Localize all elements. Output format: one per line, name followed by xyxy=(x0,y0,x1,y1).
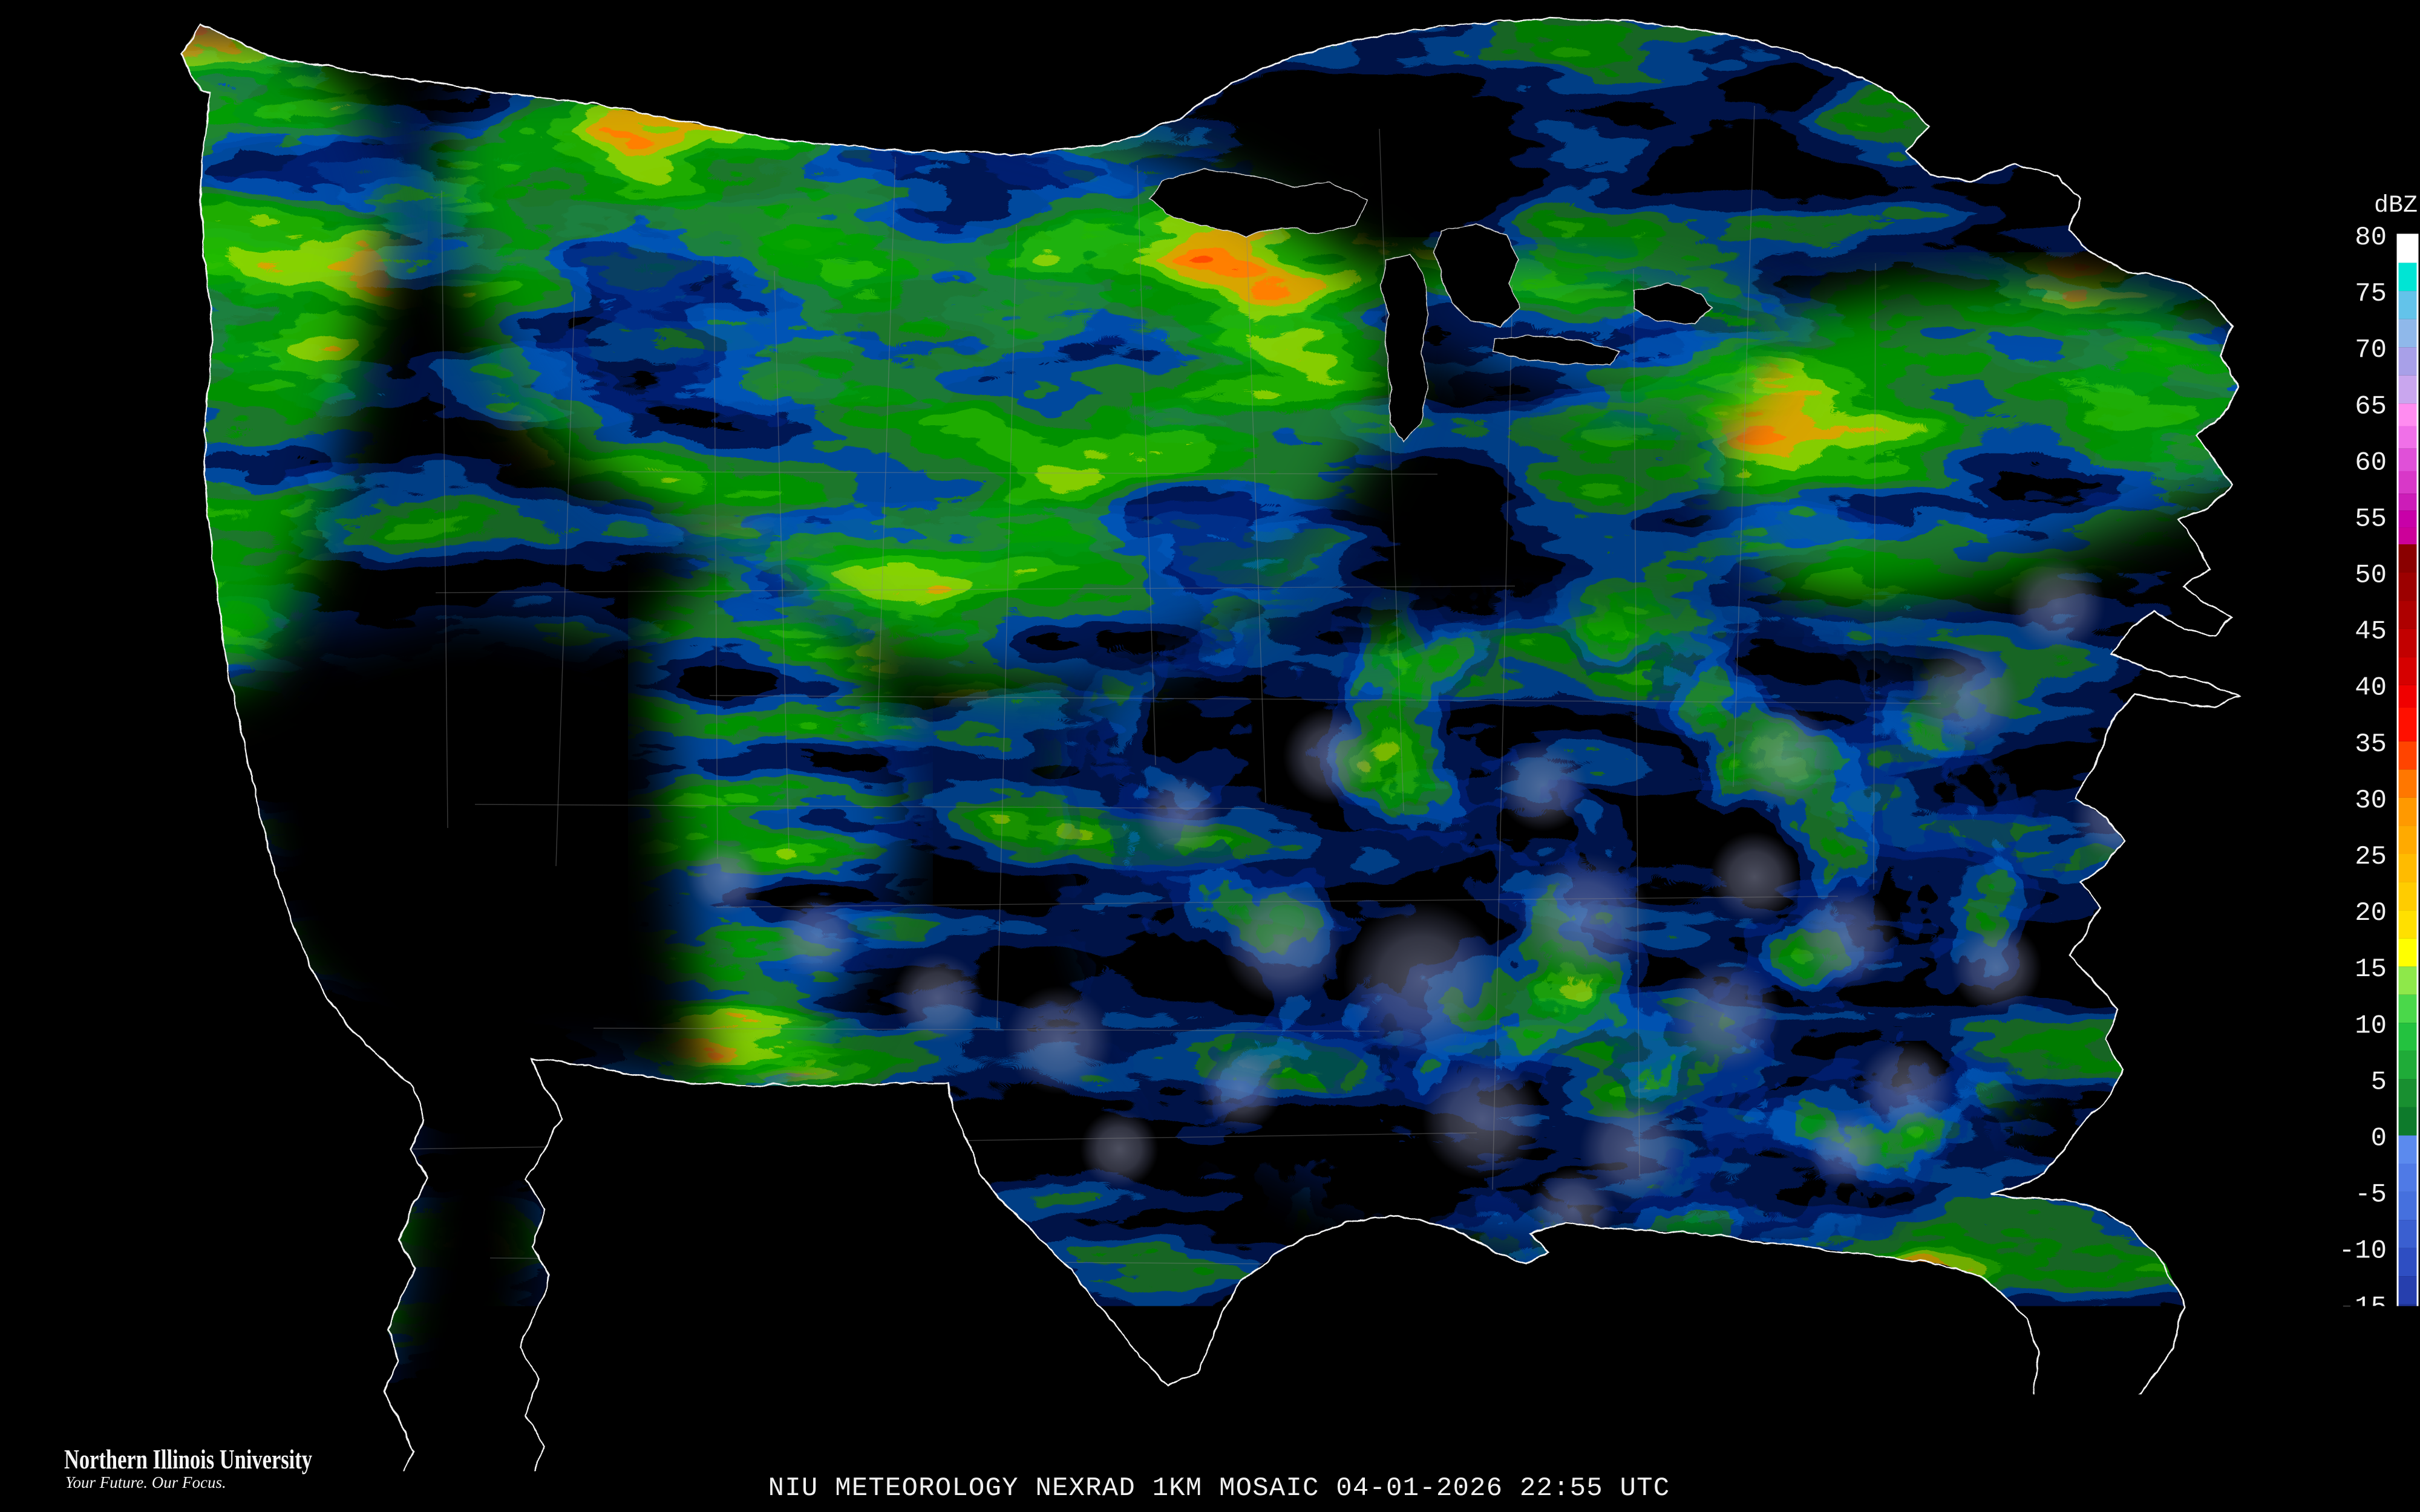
svg-text:20: 20 xyxy=(2355,898,2387,928)
svg-text:-10: -10 xyxy=(2339,1236,2387,1266)
svg-text:50: 50 xyxy=(2355,561,2387,591)
svg-text:-25: -25 xyxy=(2339,1405,2387,1435)
svg-text:10: 10 xyxy=(2355,1011,2387,1041)
svg-text:-20: -20 xyxy=(2339,1349,2387,1379)
svg-text:30: 30 xyxy=(2355,786,2387,816)
svg-text:15: 15 xyxy=(2355,954,2387,985)
svg-text:70: 70 xyxy=(2355,335,2387,365)
svg-text:Northern Illinois University: Northern Illinois University xyxy=(64,1444,312,1475)
svg-text:-30: -30 xyxy=(2339,1461,2387,1491)
svg-text:25: 25 xyxy=(2355,842,2387,872)
svg-text:80: 80 xyxy=(2355,223,2387,253)
svg-text:60: 60 xyxy=(2355,448,2387,478)
svg-text:5: 5 xyxy=(2371,1067,2387,1097)
svg-text:75: 75 xyxy=(2355,279,2387,309)
svg-text:NIU: NIU xyxy=(13,1488,37,1502)
svg-text:55: 55 xyxy=(2355,504,2387,535)
svg-text:65: 65 xyxy=(2355,391,2387,422)
svg-text:40: 40 xyxy=(2355,673,2387,703)
svg-text:Your Future. Our Focus.: Your Future. Our Focus. xyxy=(65,1473,226,1491)
svg-text:35: 35 xyxy=(2355,729,2387,760)
svg-text:45: 45 xyxy=(2355,617,2387,647)
svg-text:NIU METEOROLOGY NEXRAD 1KM MO: NIU METEOROLOGY NEXRAD 1KM MOSAIC 04-01-… xyxy=(768,1473,1670,1504)
svg-text:0: 0 xyxy=(2371,1124,2387,1154)
svg-text:-15: -15 xyxy=(2339,1292,2387,1323)
svg-text:-5: -5 xyxy=(2355,1180,2387,1210)
svg-text:dBZ: dBZ xyxy=(2374,192,2418,220)
